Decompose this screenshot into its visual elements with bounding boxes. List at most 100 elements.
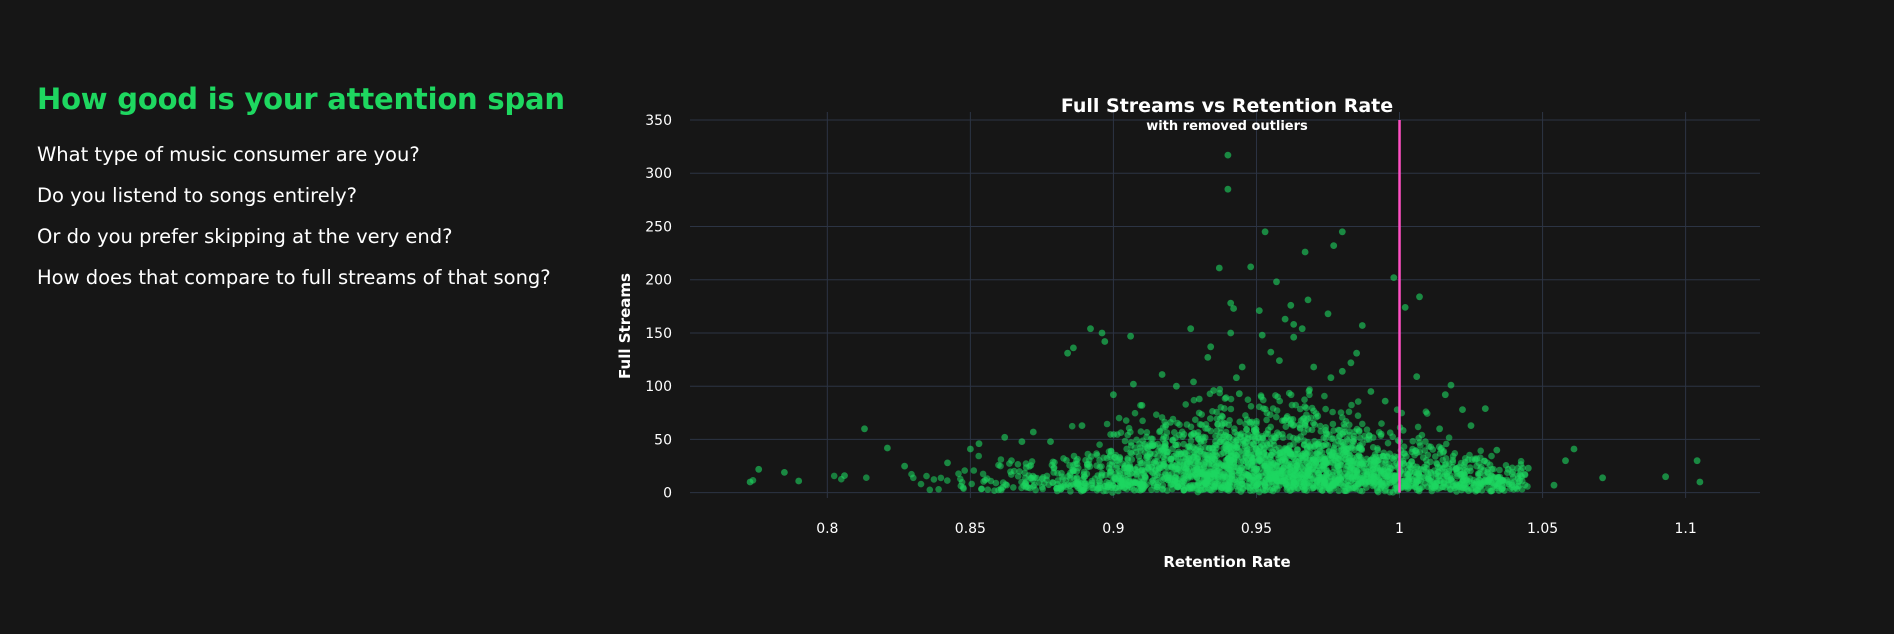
- scatter-point[interactable]: [1334, 462, 1341, 470]
- scatter-point[interactable]: [1328, 478, 1335, 485]
- scatter-point[interactable]: [1386, 429, 1394, 437]
- scatter-point[interactable]: [1103, 420, 1111, 428]
- scatter-point[interactable]: [1228, 472, 1236, 480]
- scatter-point[interactable]: [1227, 405, 1235, 413]
- scatter-point[interactable]: [1139, 417, 1146, 425]
- scatter-point[interactable]: [1248, 433, 1256, 441]
- scatter-point[interactable]: [1301, 441, 1308, 448]
- scatter-point[interactable]: [1298, 325, 1306, 333]
- scatter-point[interactable]: [1467, 422, 1475, 429]
- scatter-point[interactable]: [1067, 475, 1074, 482]
- scatter-point[interactable]: [1227, 329, 1235, 337]
- scatter-point[interactable]: [1204, 481, 1211, 489]
- scatter-point[interactable]: [1160, 462, 1168, 470]
- scatter-point[interactable]: [1278, 468, 1285, 475]
- scatter-point[interactable]: [1033, 474, 1041, 482]
- scatter-point[interactable]: [1031, 481, 1038, 489]
- scatter-point[interactable]: [1391, 476, 1398, 483]
- scatter-point[interactable]: [746, 478, 754, 486]
- scatter-point[interactable]: [1123, 445, 1130, 453]
- scatter-point[interactable]: [1233, 483, 1241, 490]
- scatter-point[interactable]: [1243, 416, 1251, 423]
- scatter-point[interactable]: [1330, 444, 1338, 452]
- scatter-point[interactable]: [1087, 325, 1094, 333]
- scatter-point[interactable]: [1301, 248, 1309, 256]
- scatter-point[interactable]: [1439, 449, 1447, 456]
- scatter-point[interactable]: [1367, 388, 1375, 395]
- scatter-point[interactable]: [1025, 472, 1033, 479]
- scatter-point[interactable]: [984, 486, 992, 494]
- scatter-point[interactable]: [930, 476, 938, 483]
- scatter-point[interactable]: [1696, 478, 1704, 486]
- scatter-point[interactable]: [1224, 480, 1232, 488]
- scatter-point[interactable]: [1386, 450, 1393, 458]
- scatter-point[interactable]: [1204, 354, 1212, 361]
- scatter-point[interactable]: [1270, 470, 1277, 478]
- scatter-point[interactable]: [1267, 423, 1274, 431]
- scatter-point[interactable]: [980, 478, 987, 485]
- scatter-point[interactable]: [1070, 344, 1077, 352]
- scatter-point[interactable]: [1328, 435, 1336, 443]
- scatter-point[interactable]: [1335, 487, 1343, 495]
- scatter-point[interactable]: [1151, 472, 1158, 480]
- scatter-point[interactable]: [1338, 228, 1346, 236]
- scatter-point[interactable]: [1253, 420, 1260, 427]
- scatter-point[interactable]: [1481, 405, 1489, 412]
- scatter-point[interactable]: [1213, 415, 1221, 423]
- scatter-point[interactable]: [1422, 438, 1429, 445]
- scatter-point[interactable]: [1476, 470, 1483, 477]
- scatter-point[interactable]: [1363, 426, 1371, 434]
- scatter-point[interactable]: [1415, 485, 1423, 493]
- scatter-point[interactable]: [1521, 470, 1529, 478]
- scatter-point[interactable]: [1488, 452, 1495, 460]
- scatter-point[interactable]: [1215, 264, 1223, 272]
- scatter-point[interactable]: [1258, 331, 1266, 339]
- scatter-point[interactable]: [1227, 456, 1235, 464]
- scatter-point[interactable]: [1202, 458, 1209, 466]
- scatter-point[interactable]: [1477, 447, 1484, 455]
- scatter-point[interactable]: [1345, 408, 1353, 416]
- scatter-point[interactable]: [1433, 459, 1440, 467]
- points-layer[interactable]: [746, 151, 1704, 496]
- scatter-point[interactable]: [1485, 485, 1492, 492]
- scatter-point[interactable]: [1233, 374, 1240, 382]
- scatter-point[interactable]: [1354, 398, 1362, 405]
- scatter-point[interactable]: [1430, 484, 1438, 492]
- scatter-point[interactable]: [1185, 473, 1192, 480]
- scatter-point[interactable]: [1137, 487, 1144, 494]
- scatter-point[interactable]: [1247, 403, 1255, 410]
- scatter-point[interactable]: [1329, 408, 1336, 416]
- scatter-point[interactable]: [1159, 486, 1166, 493]
- scatter-point[interactable]: [1082, 456, 1089, 464]
- scatter-point[interactable]: [1001, 433, 1009, 441]
- scatter-point[interactable]: [1418, 431, 1426, 439]
- scatter-point[interactable]: [1137, 460, 1145, 467]
- scatter-point[interactable]: [1133, 436, 1140, 444]
- scatter-point[interactable]: [1084, 463, 1091, 471]
- scatter-point[interactable]: [1427, 474, 1435, 482]
- scatter-point[interactable]: [1154, 453, 1161, 460]
- scatter-point[interactable]: [995, 461, 1002, 469]
- scatter-point[interactable]: [1067, 488, 1074, 495]
- scatter-point[interactable]: [1296, 424, 1304, 431]
- scatter-chart[interactable]: 0 50 100 150 200 250 300 350 0.8 0.85 0.9 0.95 1 1.05…: [600, 80, 1780, 590]
- scatter-point[interactable]: [1020, 482, 1027, 490]
- scatter-point[interactable]: [1442, 455, 1450, 462]
- scatter-point[interactable]: [1207, 415, 1214, 422]
- scatter-point[interactable]: [1249, 476, 1256, 484]
- scatter-point[interactable]: [1195, 409, 1203, 417]
- scatter-point[interactable]: [1493, 446, 1501, 454]
- scatter-point[interactable]: [1385, 473, 1393, 481]
- scatter-point[interactable]: [1216, 389, 1223, 397]
- scatter-point[interactable]: [1310, 459, 1317, 467]
- scatter-point[interactable]: [1261, 228, 1269, 236]
- scatter-point[interactable]: [997, 485, 1005, 492]
- scatter-point[interactable]: [1662, 473, 1669, 481]
- scatter-point[interactable]: [1240, 440, 1247, 448]
- scatter-point[interactable]: [1336, 468, 1343, 475]
- scatter-point[interactable]: [1400, 459, 1407, 467]
- scatter-point[interactable]: [1186, 459, 1194, 466]
- scatter-point[interactable]: [1137, 444, 1144, 451]
- scatter-point[interactable]: [1234, 464, 1241, 472]
- scatter-point[interactable]: [1058, 473, 1066, 481]
